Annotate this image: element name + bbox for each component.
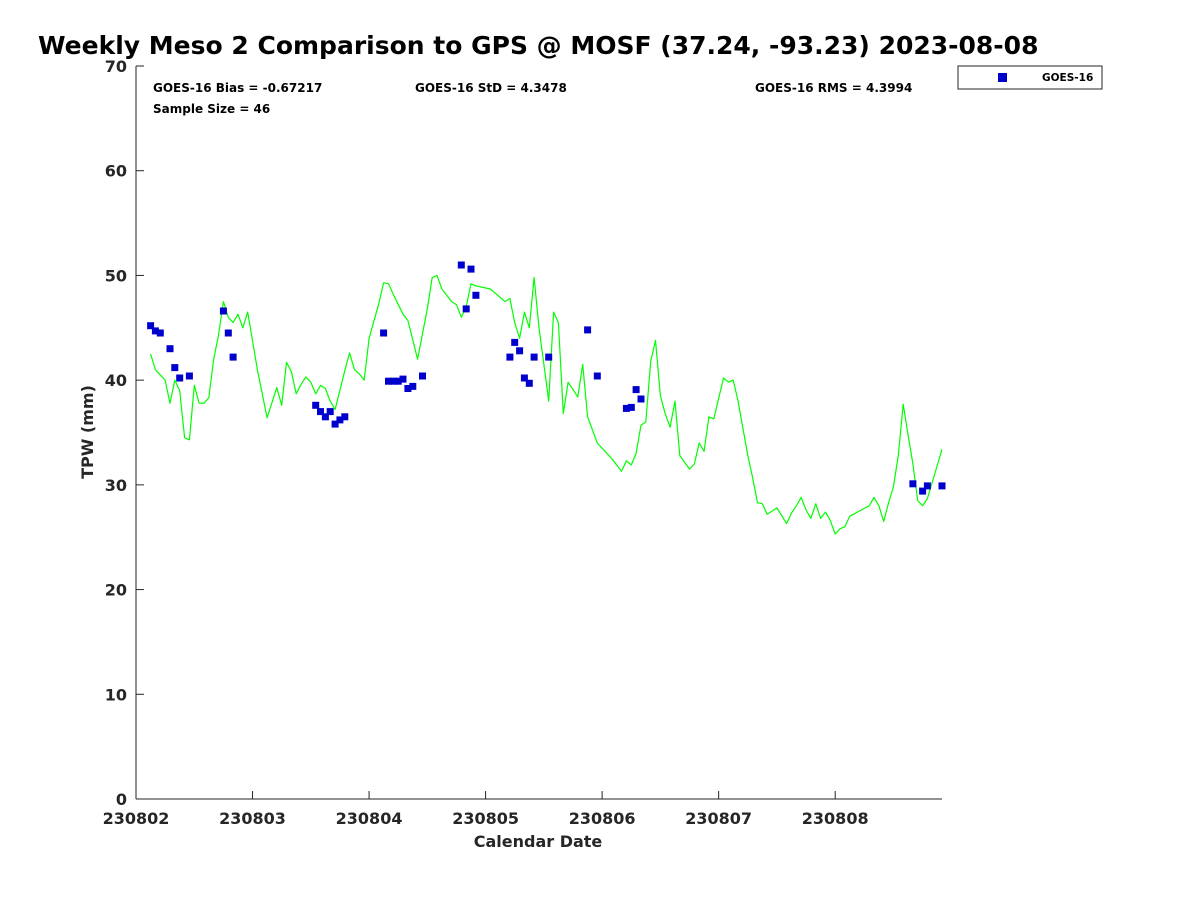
goes16-point xyxy=(938,482,946,490)
y-tick-label: 10 xyxy=(105,685,127,704)
goes16-point xyxy=(229,353,237,361)
x-tick-label: 230806 xyxy=(569,809,636,828)
goes16-point xyxy=(472,291,480,299)
goes16-point xyxy=(404,385,412,392)
goes16-point xyxy=(326,408,334,416)
y-tick-label: 60 xyxy=(105,162,127,181)
goes16-point xyxy=(516,347,524,355)
std-stat: GOES-16 StD = 4.3478 xyxy=(415,81,567,95)
goes16-point xyxy=(593,372,601,380)
y-axis-label: TPW (mm) xyxy=(78,385,97,479)
goes16-point xyxy=(919,487,927,495)
goes16-point xyxy=(520,374,528,382)
goes16-point xyxy=(385,377,392,385)
legend-label-goes16: GOES-16 xyxy=(1042,72,1093,84)
goes16-point xyxy=(224,329,232,337)
gps-line-series xyxy=(150,274,943,535)
goes-scatter-series xyxy=(147,261,946,495)
goes16-point xyxy=(185,372,193,380)
goes16-point xyxy=(467,265,475,273)
x-ticks: 230802 230803 230804 230805 230806 230807 2308… xyxy=(103,791,869,828)
plot-area: 230802 230803 230804 230805 230806 230807 2308… xyxy=(103,57,946,828)
y-ticks: 0 10 20 30 40 50 60 70 xyxy=(105,57,144,809)
bias-stat: GOES-16 Bias = -0.67217 xyxy=(153,81,322,95)
goes16-point xyxy=(627,403,635,411)
goes16-point xyxy=(321,413,329,421)
sample-size-stat: Sample Size = 46 xyxy=(153,102,270,116)
goes16-point xyxy=(419,372,426,380)
goes16-point xyxy=(545,353,553,361)
x-tick-label: 230807 xyxy=(685,809,752,828)
chart-title: Weekly Meso 2 Comparison to GPS @ MOSF (… xyxy=(38,31,1038,60)
goes16-point xyxy=(389,377,397,385)
goes16-point xyxy=(151,327,159,335)
goes16-point xyxy=(584,326,592,334)
y-tick-label: 40 xyxy=(105,371,127,390)
legend: GOES-16 xyxy=(957,65,1103,90)
goes16-point xyxy=(147,322,155,330)
plot-background xyxy=(136,66,942,799)
y-tick-label: 70 xyxy=(105,57,127,76)
goes16-point xyxy=(312,401,320,409)
goes16-point xyxy=(166,345,174,353)
x-tick-label: 230803 xyxy=(219,809,286,828)
legend-marker xyxy=(998,73,1007,82)
goes16-point xyxy=(525,379,533,387)
goes16-point xyxy=(394,377,402,385)
y-tick-label: 0 xyxy=(116,790,127,809)
goes16-point xyxy=(331,420,339,428)
x-axis-label: Calendar Date xyxy=(474,832,603,851)
x-tick-label: 230805 xyxy=(452,809,519,828)
x-tick-label: 230804 xyxy=(336,809,403,828)
x-tick-label: 230802 xyxy=(103,809,170,828)
goes16-point xyxy=(336,416,344,424)
goes16-point xyxy=(380,329,388,337)
goes16-point xyxy=(637,395,645,403)
goes16-point xyxy=(530,353,538,361)
goes16-point xyxy=(909,480,917,488)
rms-stat: GOES-16 RMS = 4.3994 xyxy=(755,81,912,95)
x-tick-label: 230808 xyxy=(802,809,869,828)
goes16-point xyxy=(457,261,465,269)
goes16-point xyxy=(632,386,640,394)
goes16-point xyxy=(399,375,407,383)
gps-line xyxy=(150,274,943,535)
goes16-point xyxy=(317,408,324,416)
legend-box xyxy=(957,65,1103,90)
goes16-point xyxy=(219,307,227,315)
goes16-point xyxy=(341,413,349,421)
y-tick-label: 30 xyxy=(105,476,127,495)
goes16-point xyxy=(506,353,514,361)
goes16-point xyxy=(462,305,470,313)
y-tick-label: 20 xyxy=(105,581,127,600)
y-tick-label: 50 xyxy=(105,266,127,285)
goes16-point xyxy=(622,404,630,412)
goes16-point xyxy=(176,374,184,382)
goes16-point xyxy=(923,482,931,490)
goes16-point xyxy=(409,382,417,390)
goes16-point xyxy=(156,329,164,337)
goes16-point xyxy=(511,338,519,346)
goes16-point xyxy=(171,364,179,372)
